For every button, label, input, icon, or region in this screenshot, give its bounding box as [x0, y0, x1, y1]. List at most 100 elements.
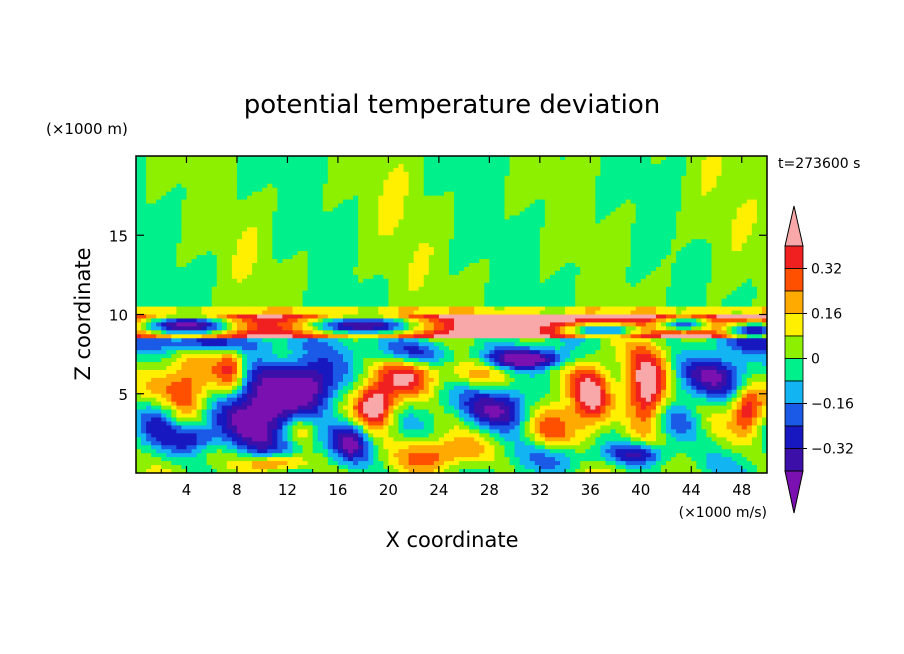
field-cell: [206, 211, 213, 217]
field-cell: [681, 270, 687, 276]
field-cell: [448, 290, 455, 296]
field-cell: [580, 235, 586, 240]
field-cell: [297, 298, 304, 304]
field-cell: [671, 274, 677, 280]
field-cell: [691, 262, 697, 268]
field-cell: [297, 259, 304, 264]
field-cell: [711, 207, 718, 213]
field-cell: [726, 211, 733, 217]
field-cell: [317, 266, 324, 272]
field-cell: [302, 247, 309, 252]
field-cell: [544, 156, 551, 161]
field-cell: [560, 175, 566, 181]
field-cell: [494, 235, 501, 240]
field-cell: [433, 175, 440, 181]
field-cell: [590, 183, 596, 189]
field-cell: [337, 215, 344, 220]
field-cell: [615, 179, 622, 185]
field-cell: [489, 167, 496, 173]
field-cell: [681, 306, 687, 312]
field-cell: [433, 298, 440, 304]
field-cell: [640, 207, 647, 213]
field-cell: [645, 255, 652, 260]
field-cell: [342, 282, 349, 288]
field-cell: [191, 262, 198, 268]
field-cell: [570, 294, 576, 300]
field-cell: [701, 231, 708, 236]
field-cell: [716, 270, 723, 276]
field-cell: [711, 259, 718, 264]
field-cell: [393, 231, 400, 236]
field-cell: [721, 167, 728, 173]
field-cell: [186, 251, 193, 256]
field-cell: [645, 211, 652, 217]
field-cell: [600, 215, 607, 220]
field-cell: [524, 290, 531, 296]
field-cell: [287, 243, 294, 248]
field-cell: [585, 183, 591, 189]
field-cell: [302, 163, 309, 169]
field-cell: [681, 262, 687, 268]
field-cell: [514, 302, 521, 308]
field-cell: [443, 227, 450, 232]
field-cell: [549, 215, 556, 220]
field-cell: [363, 211, 369, 217]
field-cell: [312, 247, 319, 252]
field-cell: [383, 247, 389, 252]
field-cell: [565, 270, 571, 276]
field-cell: [418, 199, 425, 205]
field-cell: [474, 243, 480, 248]
field-cell: [595, 175, 602, 181]
field-cell: [358, 159, 364, 165]
field-cell: [242, 203, 248, 209]
field-cell: [489, 282, 496, 288]
field-cell: [368, 294, 374, 300]
field-cell: [711, 183, 718, 189]
field-cell: [393, 286, 400, 292]
field-cell: [489, 278, 496, 284]
field-cell: [433, 290, 440, 296]
field-cell: [645, 290, 652, 296]
field-cell: [756, 227, 763, 232]
field-cell: [373, 195, 379, 201]
field-cell: [726, 239, 733, 244]
field-cell: [565, 278, 571, 284]
field-cell: [373, 191, 379, 197]
field-cell: [459, 255, 465, 260]
field-cell: [671, 156, 677, 161]
field-cell: [231, 243, 238, 248]
field-cell: [186, 310, 193, 316]
field-cell: [413, 255, 420, 260]
field-cell: [590, 219, 596, 224]
field-cell: [211, 215, 218, 220]
field-cell: [640, 255, 647, 260]
field-cell: [257, 306, 263, 312]
field-cell: [272, 167, 278, 173]
field-cell: [716, 211, 723, 217]
field-cell: [176, 207, 183, 213]
field-cell: [630, 286, 637, 292]
field-cell: [337, 306, 344, 312]
field-cell: [676, 191, 682, 197]
field-cell: [585, 227, 591, 232]
field-cell: [534, 239, 541, 244]
field-cell: [529, 195, 536, 201]
field-cell: [312, 199, 319, 205]
field-cell: [671, 203, 677, 209]
field-cell: [655, 298, 662, 304]
field-cell: [686, 306, 692, 312]
field-cell: [403, 302, 410, 308]
field-cell: [746, 227, 753, 232]
field-cell: [221, 247, 228, 252]
field-cell: [236, 290, 243, 296]
field-cell: [549, 163, 556, 169]
field-cell: [519, 251, 526, 256]
field-cell: [706, 239, 713, 244]
field-cell: [247, 156, 253, 161]
field-cell: [666, 156, 672, 161]
field-cell: [504, 167, 511, 173]
field-cell: [146, 219, 152, 224]
field-cell: [196, 235, 203, 240]
field-cell: [590, 266, 596, 272]
field-cell: [297, 179, 304, 185]
